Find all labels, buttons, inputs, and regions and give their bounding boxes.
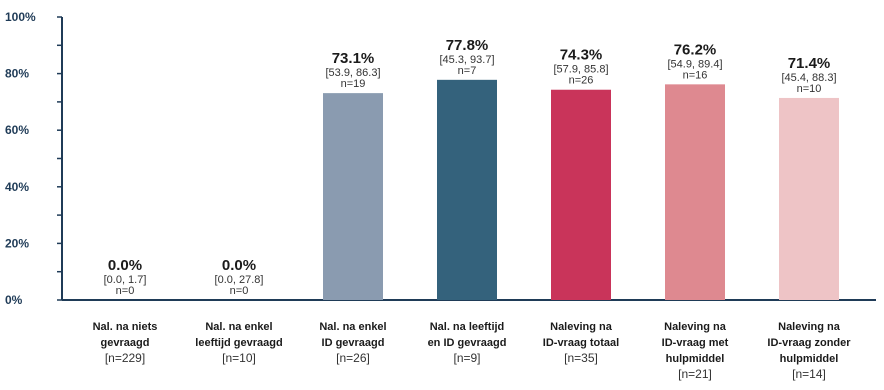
category-n-label: [n=14] [792,367,826,381]
bar-ci-label: [0.0, 1.7] [104,274,147,286]
bar-n-label: n=0 [230,285,249,297]
category-label: hulpmiddel [780,353,839,365]
category-label: Naleving na [664,321,727,333]
category-label: ID-vraag zonder [767,337,851,349]
category-label: Nal. na enkel [319,321,386,333]
bar-n-label: n=26 [569,75,594,87]
category-label: ID gevraagd [322,337,385,349]
bar [551,89,611,300]
category-n-label: [n=26] [336,351,370,365]
category-n-label: [n=35] [564,351,598,365]
bar-n-label: n=19 [341,78,366,90]
y-tick-label: 20% [5,236,29,250]
bar-value-label: 0.0% [222,257,256,274]
bar-value-label: 77.8% [446,37,489,54]
category-label: en ID gevraagd [428,337,507,349]
category-n-label: [n=229] [105,351,145,365]
bar [665,84,725,300]
bar-n-label: n=7 [458,65,477,77]
category-label: Naleving na [778,321,841,333]
bar-value-label: 76.2% [674,41,717,58]
bar-ci-label: [57.9, 85.8] [553,64,608,76]
category-label: ID-vraag totaal [543,337,619,349]
bar-value-label: 0.0% [108,257,142,274]
bar-value-label: 73.1% [332,50,375,67]
bar-value-label: 71.4% [788,55,831,72]
bar [323,93,383,300]
bar [779,97,839,300]
y-tick-label: 60% [5,123,29,137]
y-tick-label: 0% [5,293,23,307]
y-tick-label: 40% [5,180,29,194]
category-label: hulpmiddel [666,353,725,365]
bar-ci-label: [54.9, 89.4] [667,58,722,70]
bar-ci-label: [45.3, 93.7] [439,54,494,66]
category-label: Nal. na niets [93,321,158,333]
bar-ci-label: [0.0, 27.8] [215,274,264,286]
bar-ci-label: [53.9, 86.3] [325,67,380,79]
bar-n-label: n=10 [797,83,822,95]
category-label: ID-vraag met [662,337,729,349]
category-label: Naleving na [550,321,613,333]
y-tick-label: 100% [5,10,36,24]
category-label: gevraagd [101,337,150,349]
category-n-label: [n=10] [222,351,256,365]
bar-ci-label: [45.4, 88.3] [781,72,836,84]
category-label: Nal. na enkel [205,321,272,333]
bar [437,79,497,301]
category-label: Nal. na leeftijd [430,321,505,333]
bar-n-label: n=16 [683,69,708,81]
bar-n-label: n=0 [116,285,135,297]
category-n-label: [n=21] [678,367,712,381]
bar-value-label: 74.3% [560,47,603,64]
y-tick-label: 80% [5,67,29,81]
category-label: leeftijd gevraagd [195,337,282,349]
category-n-label: [n=9] [453,351,480,365]
